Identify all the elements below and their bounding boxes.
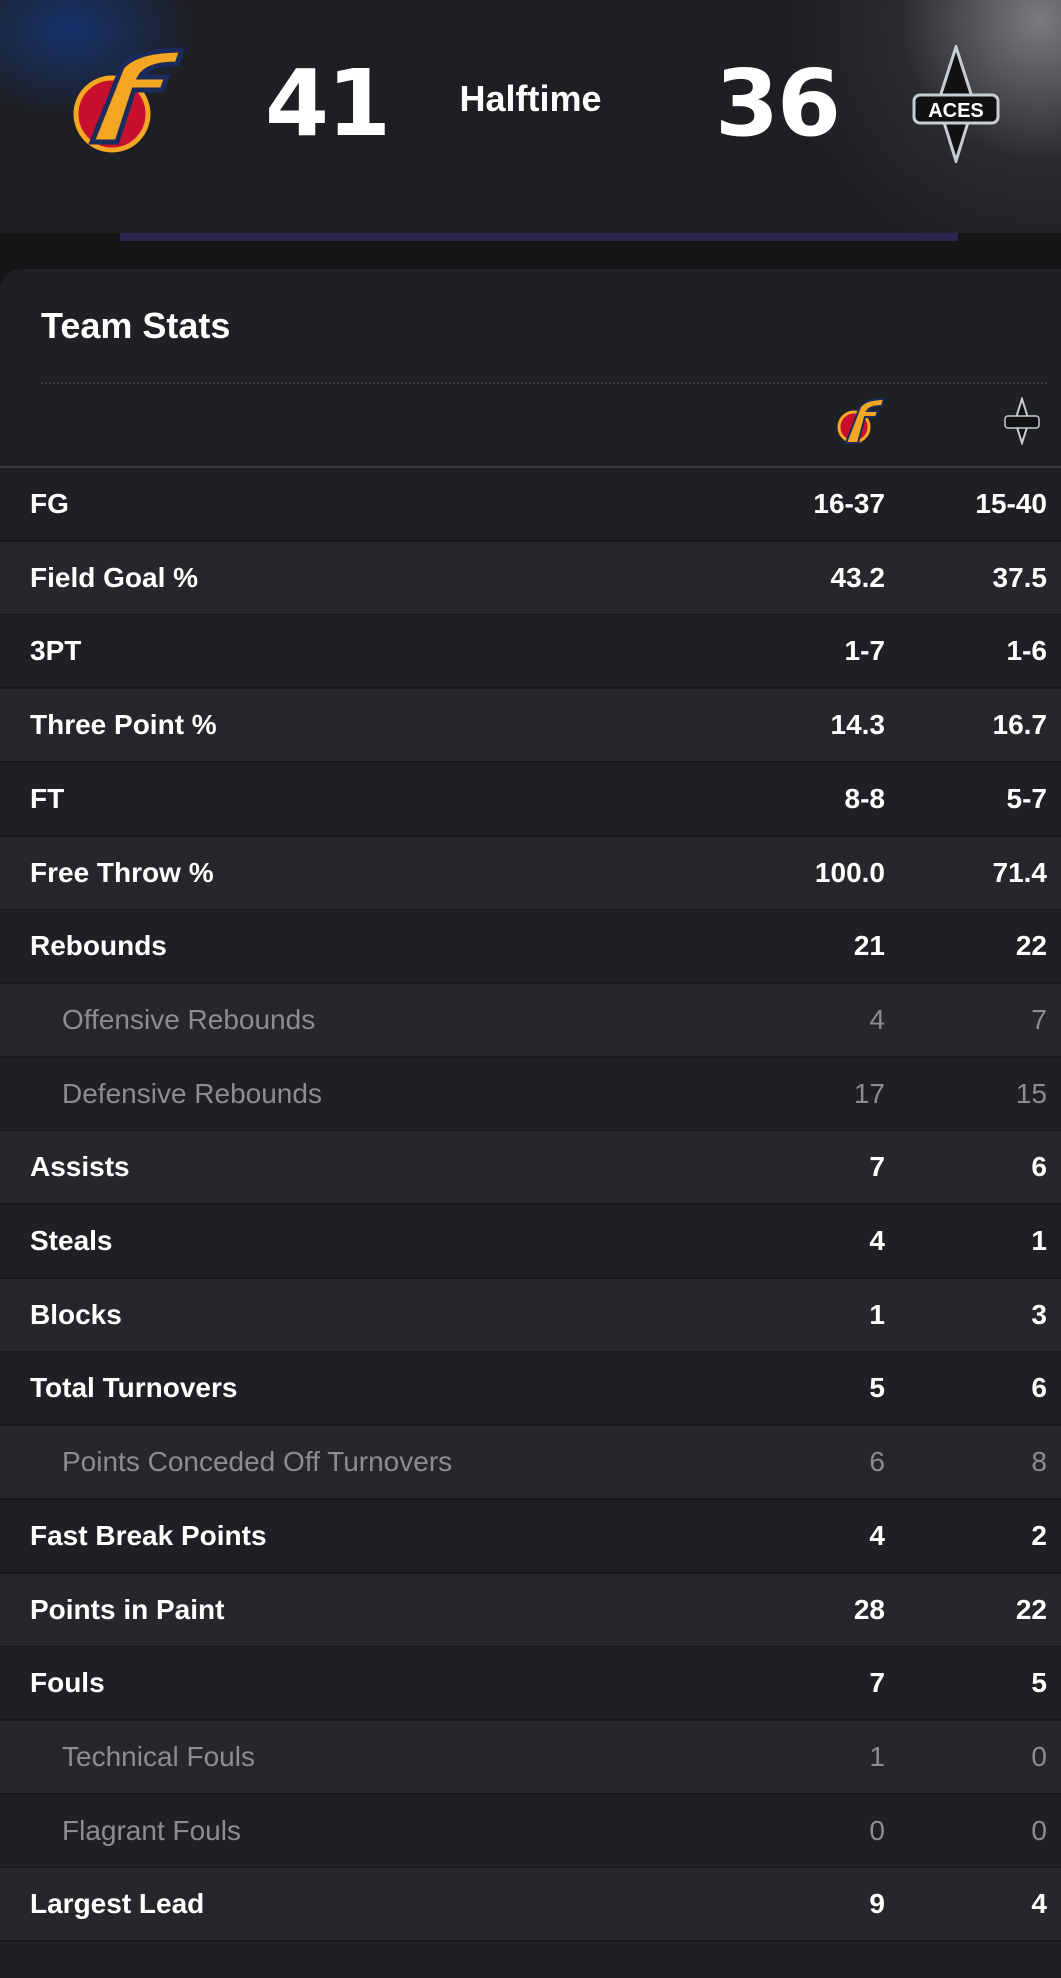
away-score: 36	[715, 50, 841, 157]
team-stats-card: Team Stats FG 16-37 15-40 Field Goal % 43.2 3…	[0, 269, 1061, 1978]
home-score: 41	[265, 50, 391, 157]
stat-label: Technical Fouls	[62, 1740, 255, 1772]
stat-label: Three Point %	[30, 709, 217, 741]
stat-row: Total Turnovers 5 6	[0, 1352, 1061, 1427]
away-value: 0	[1031, 1740, 1047, 1772]
ad-strip	[120, 233, 958, 241]
away-value: 5-7	[1006, 782, 1047, 814]
away-logo[interactable]: ACES	[908, 45, 1004, 163]
away-value: 0	[1031, 1814, 1047, 1846]
separator	[41, 382, 1047, 384]
away-value: 71.4	[992, 856, 1048, 888]
stat-row: Fast Break Points 4 2	[0, 1499, 1061, 1574]
stat-row: Points Conceded Off Turnovers 6 8	[0, 1426, 1061, 1501]
stat-label: FG	[30, 488, 69, 519]
stat-row: Assists 7 6	[0, 1131, 1061, 1206]
away-value: 1-6	[1006, 635, 1047, 667]
away-value: 16.7	[992, 709, 1048, 741]
stat-row: Technical Fouls 1 0	[0, 1720, 1061, 1795]
scoreboard: 41 Halftime 36 ACES	[0, 0, 1061, 233]
home-value: 1	[869, 1298, 885, 1330]
away-value: 15-40	[975, 488, 1047, 519]
home-value: 1	[869, 1740, 885, 1772]
stat-row: Blocks 1 3	[0, 1278, 1061, 1353]
away-logo-small	[1004, 397, 1040, 445]
home-value: 7	[869, 1667, 885, 1699]
away-value: 22	[1015, 1593, 1047, 1625]
home-value: 9	[869, 1888, 885, 1920]
stat-label: Assists	[30, 1151, 130, 1183]
stat-label: Fast Break Points	[30, 1519, 267, 1551]
home-value: 5	[869, 1372, 885, 1404]
stat-label: Blocks	[30, 1298, 122, 1330]
home-logo[interactable]	[62, 42, 190, 164]
away-value: 4	[1031, 1888, 1047, 1920]
away-value: 3	[1031, 1298, 1047, 1330]
stat-row: Flagrant Fouls 0 0	[0, 1794, 1061, 1869]
stat-label: Largest Lead	[30, 1888, 205, 1920]
home-value: 100.0	[814, 856, 885, 888]
away-value: 1	[1031, 1225, 1047, 1256]
home-value: 14.3	[830, 709, 886, 741]
stat-row: Fouls 7 5	[0, 1647, 1061, 1722]
stat-label: Points in Paint	[30, 1593, 225, 1625]
away-value: 8	[1031, 1446, 1047, 1478]
stat-row: 3PT 1-7 1-6	[0, 615, 1061, 690]
home-value: 4	[869, 1519, 885, 1551]
away-logo-text: ACES	[928, 100, 984, 122]
stat-label: Flagrant Fouls	[62, 1814, 241, 1846]
stat-label: Points Conceded Off Turnovers	[62, 1446, 453, 1478]
away-value: 22	[1015, 930, 1047, 962]
away-value: 6	[1031, 1372, 1047, 1404]
stat-row: Rebounds 21 22	[0, 910, 1061, 985]
stat-label: Total Turnovers	[30, 1372, 238, 1404]
home-value: 43.2	[830, 561, 886, 593]
stat-row: Field Goal % 43.2 37.5	[0, 541, 1061, 616]
away-value: 15	[1015, 1077, 1047, 1109]
home-value: 17	[853, 1077, 885, 1109]
home-value: 21	[853, 930, 885, 962]
home-value: 6	[869, 1446, 885, 1478]
home-value: 1-7	[844, 635, 885, 667]
stat-row: Defensive Rebounds 17 15	[0, 1057, 1061, 1132]
stat-label: Rebounds	[30, 930, 167, 962]
stat-row: Offensive Rebounds 4 7	[0, 983, 1061, 1058]
home-value: 4	[869, 1003, 885, 1035]
stat-row: FG 16-37 15-40	[0, 468, 1061, 542]
stat-row: FT 8-8 5-7	[0, 762, 1061, 837]
stat-row: Largest Lead 9 4	[0, 1868, 1061, 1943]
home-value: 28	[853, 1593, 885, 1625]
stat-label: Defensive Rebounds	[62, 1077, 322, 1109]
stat-row: Three Point % 14.3 16.7	[0, 689, 1061, 764]
home-value: 16-37	[813, 488, 885, 519]
stat-label: Offensive Rebounds	[62, 1003, 316, 1035]
away-value: 2	[1031, 1519, 1047, 1551]
stat-label: Free Throw %	[30, 856, 214, 888]
home-value: 4	[869, 1225, 885, 1256]
away-value: 37.5	[992, 561, 1048, 593]
stat-label: Steals	[30, 1225, 113, 1256]
stat-row: Free Throw % 100.0 71.4	[0, 836, 1061, 911]
away-value: 6	[1031, 1151, 1047, 1183]
stat-label: FT	[30, 782, 65, 814]
stat-row: Steals 4 1	[0, 1205, 1061, 1279]
home-value: 8-8	[844, 782, 885, 814]
stat-row: Points in Paint 28 22	[0, 1573, 1061, 1648]
home-logo-small	[837, 397, 886, 444]
divider	[0, 466, 1061, 468]
stat-label: 3PT	[30, 635, 82, 667]
game-status: Halftime	[459, 78, 602, 119]
stat-label: Field Goal %	[30, 561, 199, 593]
section-title: Team Stats	[41, 305, 231, 346]
home-value: 0	[869, 1814, 885, 1846]
away-value: 5	[1031, 1667, 1047, 1699]
stat-label: Fouls	[30, 1667, 105, 1699]
home-value: 7	[869, 1151, 885, 1183]
away-value: 7	[1031, 1003, 1047, 1035]
